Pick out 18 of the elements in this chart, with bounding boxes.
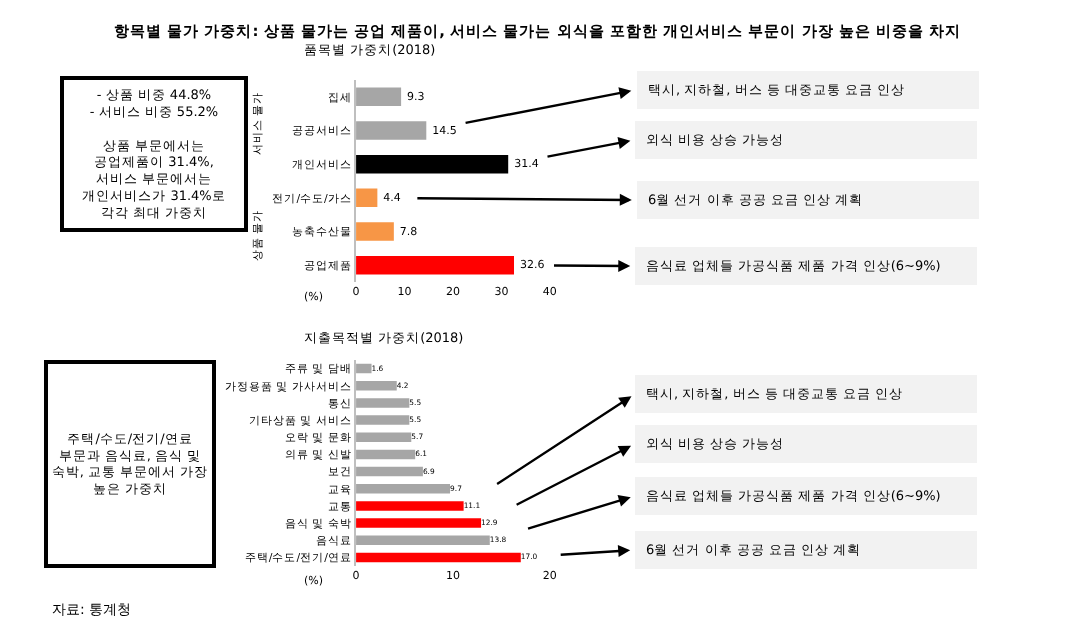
bar [356, 255, 514, 275]
bar [356, 535, 490, 545]
bar [356, 363, 372, 374]
bar [356, 432, 412, 442]
bar [356, 415, 410, 425]
bar [356, 154, 509, 174]
bar [356, 121, 427, 140]
bar [356, 501, 464, 511]
bar [356, 222, 394, 241]
bar [356, 381, 397, 391]
bar [356, 449, 416, 460]
bar [356, 398, 410, 408]
bar [356, 188, 378, 208]
bar [356, 87, 402, 107]
bar [356, 466, 423, 477]
bar [356, 518, 482, 528]
bar [356, 552, 521, 563]
bar [356, 484, 451, 494]
